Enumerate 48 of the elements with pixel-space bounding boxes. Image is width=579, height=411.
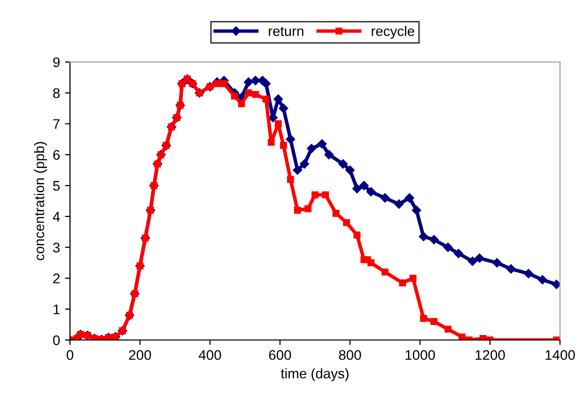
legend-label: return: [268, 26, 304, 36]
y-tick-label: 9: [53, 57, 60, 68]
point: [343, 219, 350, 226]
point: [332, 210, 340, 217]
point: [322, 191, 329, 198]
point: [280, 142, 287, 149]
x-tick-label: 200: [129, 350, 152, 360]
y-tick-label: 8: [53, 88, 60, 98]
x-tick-label: 0: [66, 350, 74, 360]
x-tick-label: 800: [339, 350, 362, 360]
y-axis-title: concentration (ppb): [34, 142, 47, 260]
y-tick-label: 2: [53, 274, 60, 284]
x-axis-title: time (days): [280, 368, 348, 382]
point: [368, 259, 374, 266]
y-tick-label: 4: [52, 212, 60, 222]
point: [354, 232, 360, 238]
point: [220, 80, 228, 88]
point: [399, 279, 406, 286]
x-tick-label: 1000: [406, 350, 435, 360]
point: [410, 274, 416, 282]
point: [382, 268, 388, 276]
y-tick-label: 1: [54, 304, 60, 314]
point: [430, 318, 438, 325]
point: [304, 205, 312, 212]
y-tick-label: 3: [53, 242, 60, 253]
point: [444, 326, 452, 333]
point: [231, 92, 238, 100]
y-tick-label: 0: [53, 335, 60, 346]
point: [294, 206, 301, 214]
point: [458, 333, 466, 340]
point: [274, 120, 282, 128]
legend-label: recycle: [372, 26, 414, 39]
y-tick-label: 5: [53, 181, 60, 191]
point: [238, 100, 245, 108]
point: [268, 138, 275, 146]
point: [287, 176, 294, 183]
point: [245, 89, 252, 96]
y-tick-label: 7: [53, 119, 60, 129]
x-tick-label: 400: [198, 350, 222, 360]
x-tick-label: 1400: [546, 350, 575, 360]
y-tick-label: 6: [53, 150, 60, 160]
point: [252, 90, 259, 98]
point: [214, 80, 220, 88]
point: [262, 96, 270, 103]
x-tick-label: 1200: [476, 350, 505, 360]
point: [420, 314, 427, 322]
x-tick-label: 600: [269, 350, 292, 360]
point: [312, 191, 318, 198]
